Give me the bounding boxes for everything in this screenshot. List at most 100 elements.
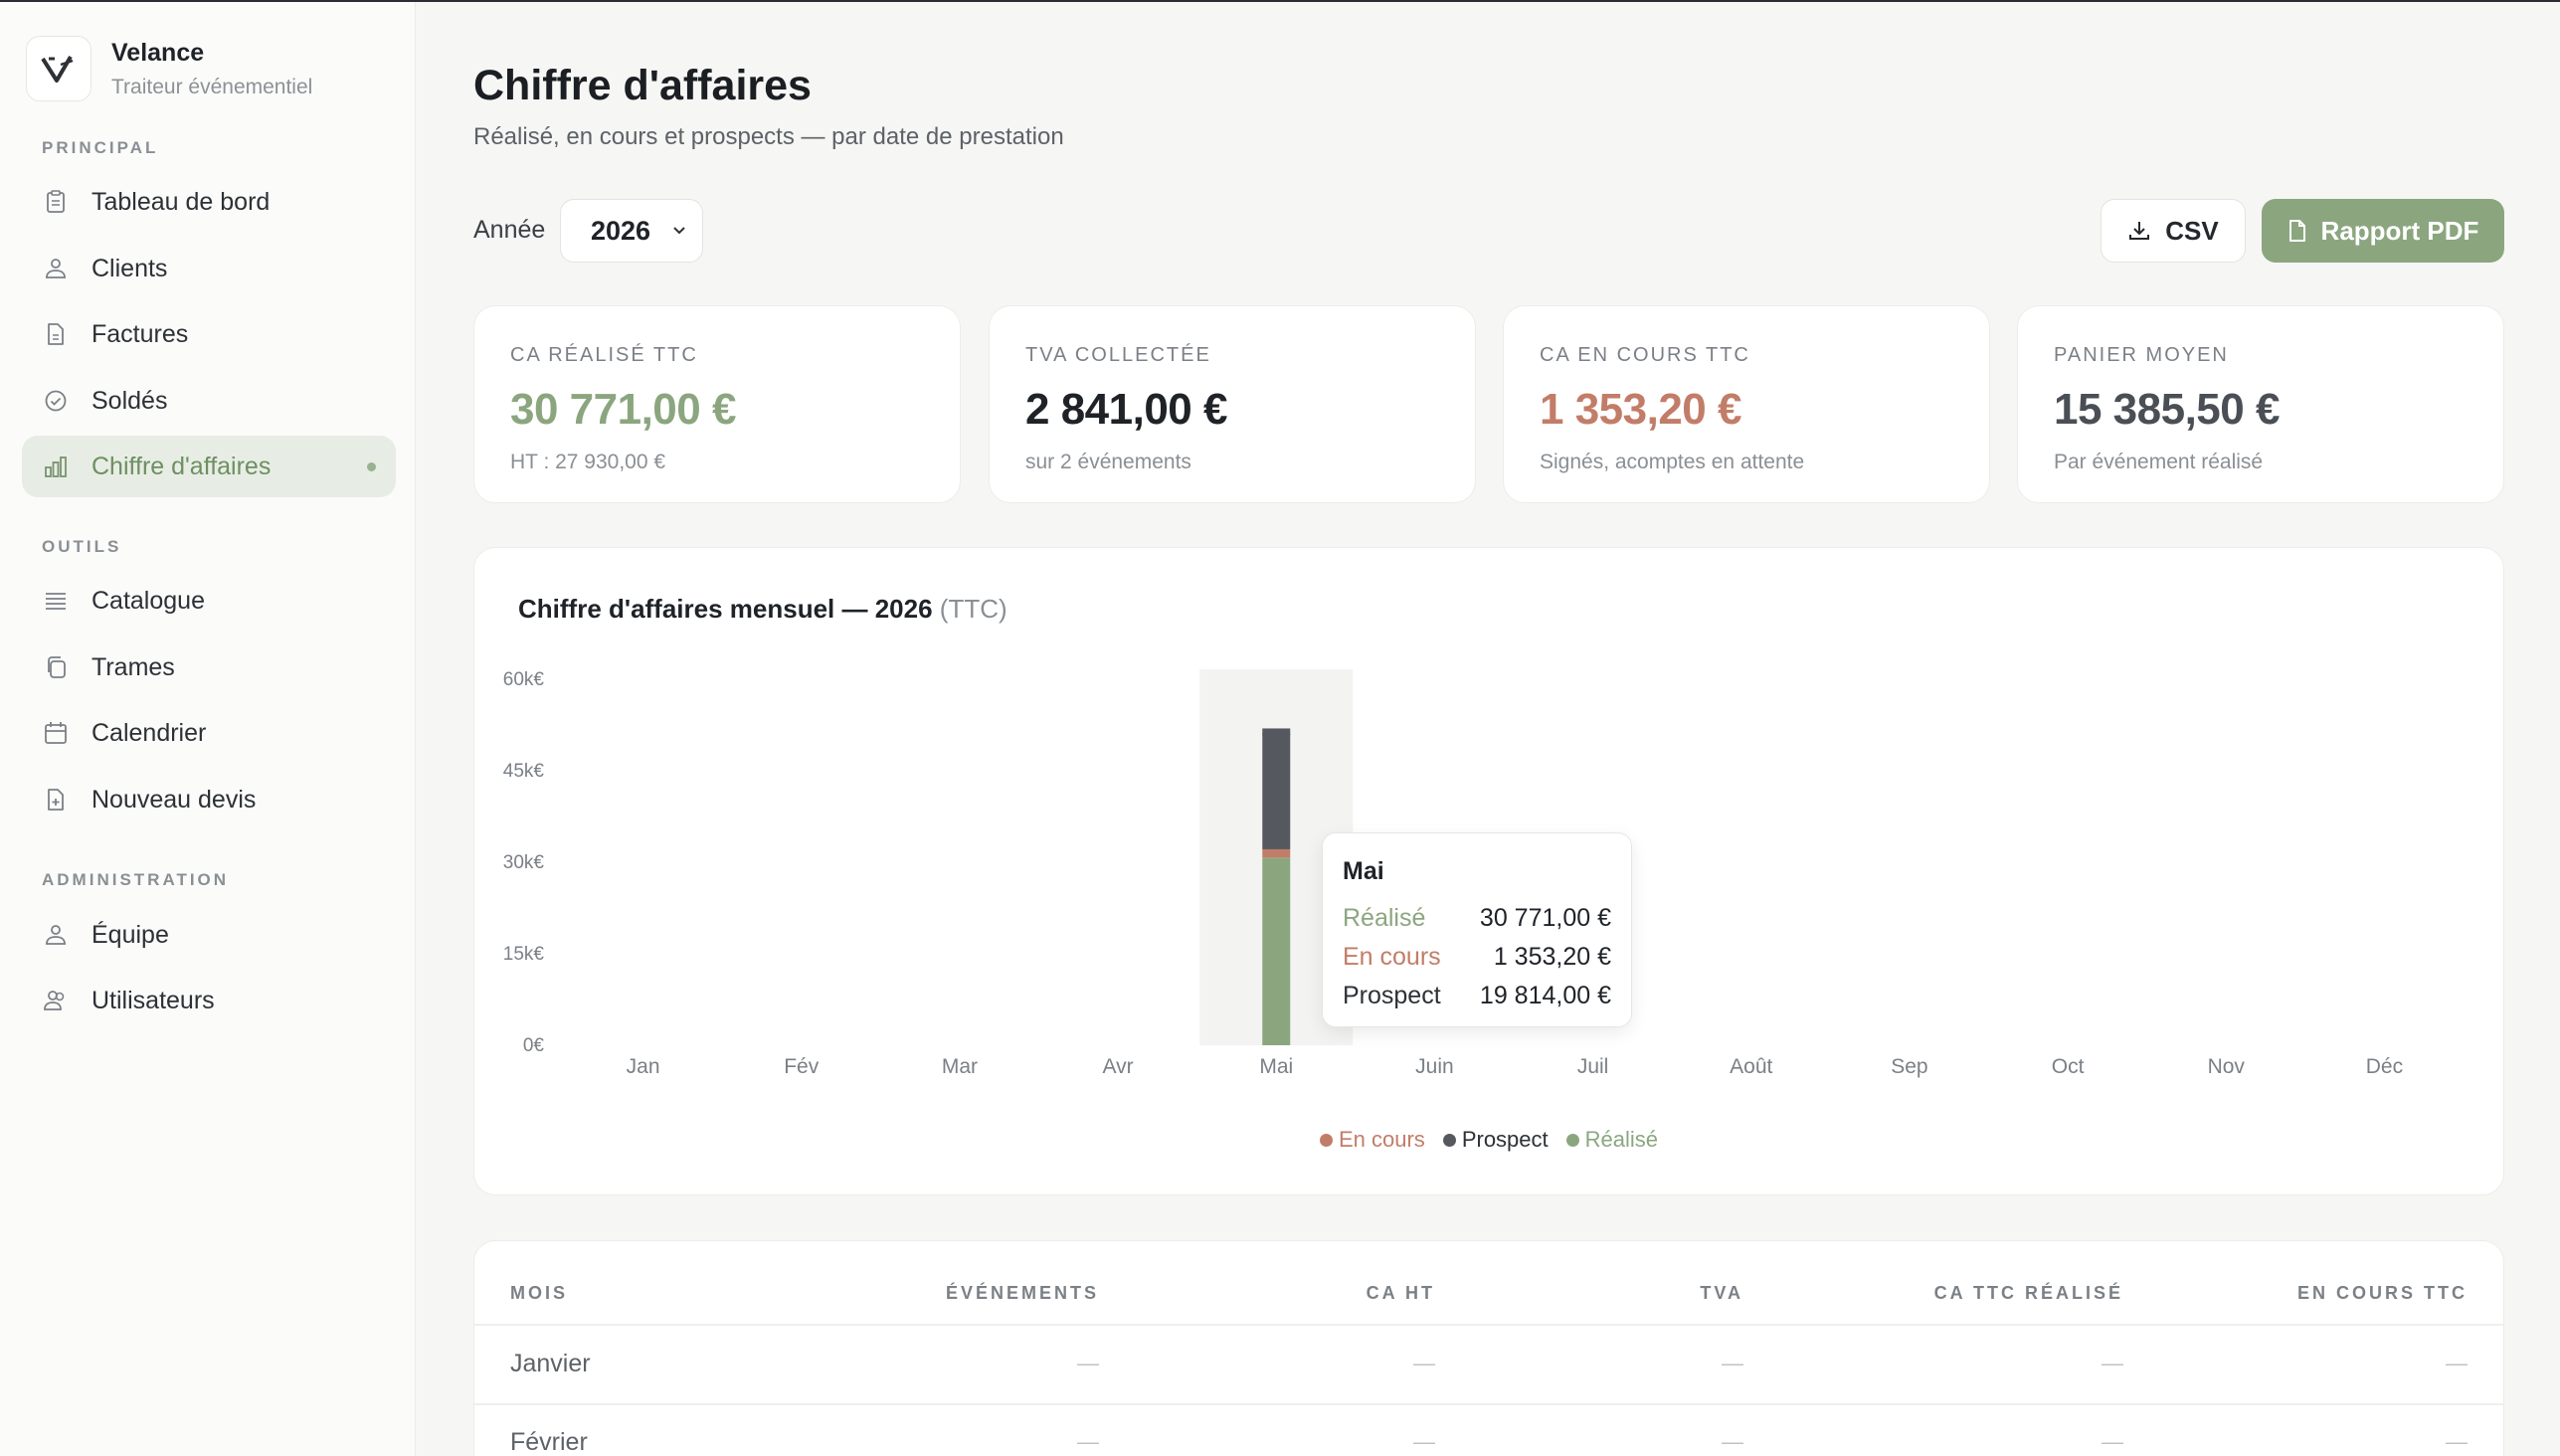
sidebar-item-nouveau-devis[interactable]: Nouveau devis [22,769,396,830]
kpi-card-panier-moyen: PANIER MOYEN 15 385,50 € Par événement r… [2017,305,2504,503]
sidebar-item-soldes[interactable]: Soldés [22,370,396,432]
y-tick-label: 45k€ [503,761,545,782]
page-subtitle: Réalisé, en cours et prospects — par dat… [473,123,1064,150]
page-title: Chiffre d'affaires [473,62,812,109]
tooltip-row-value: 30 771,00 € [1479,904,1611,932]
bar-segment-réalisé [1262,857,1291,1045]
year-select-value: 2026 [591,215,651,246]
monthly-revenue-chart-card: Chiffre d'affaires mensuel — 2026 (TTC) … [473,547,2504,1195]
section-label-principal: PRINCIPAL [42,138,159,157]
legend-label: Prospect [1461,1127,1549,1152]
chart-title: Chiffre d'affaires mensuel — 2026 (TTC) [518,594,1007,625]
sidebar-item-label: Équipe [91,920,169,949]
clipboard-icon [42,188,70,216]
kpi-value: 15 385,50 € [2054,385,2280,434]
sidebar-item-clients[interactable]: Clients [22,238,396,299]
csv-button-label: CSV [2165,215,2219,246]
table-header-en-cours-ttc: EN COURS TTC [2297,1283,2468,1303]
sidebar-item-chiffre-daffaires[interactable]: Chiffre d'affaires [22,436,396,497]
kpi-label: TVA COLLECTÉE [1025,344,1211,366]
kpi-note: sur 2 événements [1025,451,1191,473]
x-tick-label: Avr [1103,1055,1134,1078]
legend-label: Réalisé [1584,1127,1659,1152]
x-tick-label: Mar [942,1055,978,1078]
tooltip-row-prospect: Prospect 19 814,00 € [1343,982,1611,1010]
y-tick-label: 0€ [523,1035,545,1056]
kpi-label: CA EN COURS TTC [1540,344,1750,366]
sidebar-item-factures[interactable]: Factures [22,303,396,365]
sidebar-item-label: Soldés [91,386,168,415]
monthly-revenue-chart[interactable]: 0€ 15k€ 30k€ 45k€ 60k€ Jan Fév Mar Avr Mai Juin Jui… [474,548,2505,1196]
kpi-value: 1 353,20 € [1540,385,1741,434]
x-tick-label: Jan [627,1055,660,1078]
file-plus-icon [42,786,70,814]
table-cell-month: Janvier [510,1350,591,1377]
legend-item-realise[interactable]: Réalisé [1565,1127,1659,1153]
tooltip-row-en-cours: En cours 1 353,20 € [1343,943,1611,972]
legend-dot [1442,1133,1456,1147]
list-icon [42,587,70,615]
tooltip-row-realise: Réalisé 30 771,00 € [1343,904,1611,933]
kpi-note: Signés, acomptes en attente [1540,451,1805,473]
pdf-report-button[interactable]: Rapport PDF [2262,199,2504,263]
legend-item-prospect[interactable]: Prospect [1442,1127,1549,1153]
legend-item-en-cours[interactable]: En cours [1319,1127,1425,1153]
sidebar-item-tableau-de-bord[interactable]: Tableau de bord [22,171,396,233]
tooltip-title: Mai [1343,857,1384,885]
bar-chart-icon [42,453,70,480]
sidebar-item-label: Catalogue [91,586,205,615]
kpi-card-ca-realise: CA RÉALISÉ TTC 30 771,00 € HT : 27 930,0… [473,305,961,503]
user-group-icon [42,987,70,1014]
chart-title-text: Chiffre d'affaires mensuel — 2026 [518,594,933,624]
x-tick-label: Oct [2052,1055,2085,1078]
sidebar-item-catalogue[interactable]: Catalogue [22,570,396,632]
copy-icon [42,653,70,681]
download-icon [2129,222,2150,240]
sidebar-item-label: Factures [91,319,189,348]
tooltip-row-label: Prospect [1343,982,1441,1009]
x-tick-label: Sep [1891,1055,1927,1078]
sidebar-item-equipe[interactable]: Équipe [22,904,396,966]
bar-cap [1262,728,1291,741]
table-header-mois: MOIS [510,1283,569,1303]
sidebar-item-trames[interactable]: Trames [22,637,396,698]
table-cell: — [1413,1351,1435,1375]
active-indicator-dot [367,462,376,471]
window-top-border [0,0,2560,2]
kpi-label: PANIER MOYEN [2054,344,2229,366]
sidebar-item-label: Tableau de bord [91,187,271,216]
tooltip-row-label: En cours [1343,943,1441,971]
x-tick-label: Fév [784,1055,820,1078]
check-circle-icon [42,387,70,415]
sidebar-item-label: Chiffre d'affaires [91,452,272,480]
x-tick-label: Déc [2366,1055,2403,1078]
sidebar-item-label: Utilisateurs [91,986,215,1014]
table-divider [474,1403,2503,1405]
brand-subtitle: Traiteur événementiel [111,75,313,98]
x-tick-label: Mai [1259,1055,1293,1078]
brand[interactable]: Velance Traiteur événementiel [26,36,312,101]
tooltip-row-value: 19 814,00 € [1479,982,1611,1009]
chart-tooltip: Mai Réalisé 30 771,00 € En cours 1 353,2… [1322,832,1632,1027]
table-header-evenements: ÉVÉNEMENTS [945,1283,1099,1303]
year-select[interactable]: 2026 [560,199,703,263]
team-icon [42,921,70,949]
document-icon [42,320,70,348]
legend-label: En cours [1338,1127,1425,1152]
chart-legend: En cours Prospect Réalisé [474,1127,2503,1153]
sidebar-item-calendrier[interactable]: Calendrier [22,702,396,764]
kpi-card-tva-collectee: TVA COLLECTÉE 2 841,00 € sur 2 événement… [989,305,1476,503]
y-tick-label: 15k€ [503,944,545,965]
kpi-label: CA RÉALISÉ TTC [510,344,698,366]
table-cell: — [1413,1429,1435,1454]
x-tick-label: Nov [2208,1055,2246,1078]
y-tick-label: 30k€ [503,852,545,873]
table-cell: — [2446,1351,2468,1375]
bar-segment-en-cours [1262,848,1291,858]
sidebar-item-utilisateurs[interactable]: Utilisateurs [22,970,396,1031]
csv-export-button[interactable]: CSV [2101,199,2246,263]
x-tick-label: Juil [1577,1055,1609,1078]
table-header-ca-ttc-realise: CA TTC RÉALISÉ [1933,1283,2123,1303]
pdf-button-label: Rapport PDF [2320,215,2479,246]
table-cell: — [2102,1429,2123,1454]
